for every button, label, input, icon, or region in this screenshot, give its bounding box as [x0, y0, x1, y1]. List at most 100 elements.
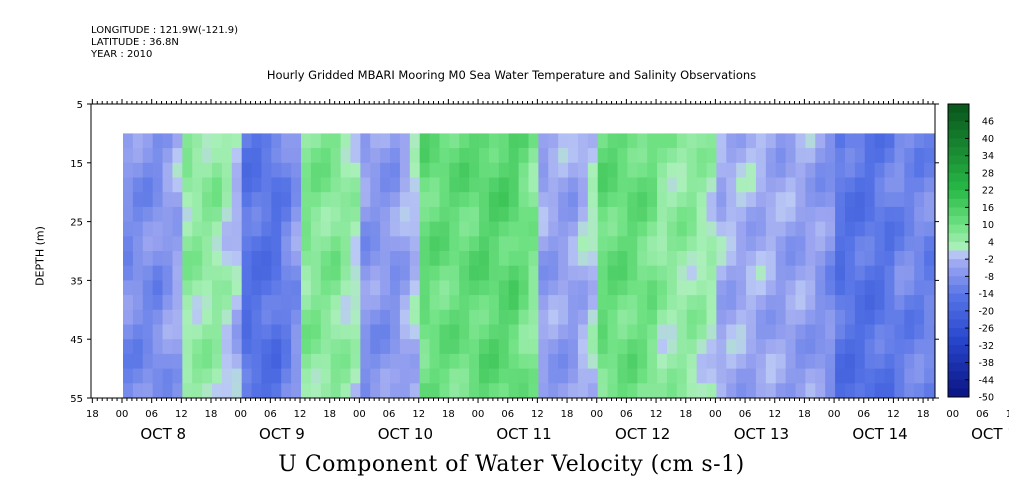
heatmap-cell — [775, 353, 787, 370]
heatmap-cell — [439, 236, 450, 252]
heatmap-cell — [597, 221, 609, 237]
heatmap-cell — [261, 324, 272, 340]
heatmap-cell — [637, 309, 648, 325]
heatmap-cell — [231, 368, 243, 384]
heatmap-cell — [647, 221, 658, 237]
heatmap-cell — [568, 368, 579, 384]
heatmap-cell — [765, 265, 777, 281]
heatmap-cell — [924, 177, 935, 193]
heatmap-cell — [350, 280, 361, 296]
heatmap-cell — [350, 324, 361, 340]
heatmap-cell — [132, 133, 144, 149]
heatmap-cell — [301, 324, 312, 340]
heatmap-cell — [676, 206, 688, 223]
heatmap-cell — [241, 236, 253, 252]
heatmap-cell — [726, 236, 737, 252]
heatmap-cell — [271, 309, 282, 325]
heatmap-cell — [291, 221, 302, 237]
heatmap-cell — [429, 324, 441, 340]
heatmap-cell — [874, 383, 886, 399]
heatmap-cell — [123, 324, 134, 340]
heatmap-cell — [172, 309, 183, 325]
heatmap-cell — [597, 324, 609, 340]
heatmap-cell — [795, 295, 807, 311]
heatmap-cell — [815, 162, 826, 178]
x-hour-label: 00 — [946, 409, 959, 420]
heatmap-cell — [508, 309, 520, 325]
latitude-label: LATITUDE : 36.8N — [91, 37, 179, 48]
heatmap-cell — [320, 368, 332, 384]
heatmap-cell — [439, 133, 450, 149]
x-hour-label: 12 — [294, 409, 307, 420]
heatmap-cell — [231, 265, 243, 281]
heatmap-cell — [874, 353, 886, 370]
x-hour-label: 06 — [976, 409, 989, 420]
heatmap-cell — [884, 177, 896, 193]
heatmap-cell — [231, 353, 243, 370]
heatmap-cell — [182, 368, 193, 384]
heatmap-cell — [726, 339, 737, 355]
heatmap-cell — [647, 192, 658, 208]
heatmap-cell — [498, 309, 510, 325]
heatmap-cell — [390, 309, 401, 325]
heatmap-cell — [914, 309, 925, 325]
heatmap-cell — [310, 221, 322, 237]
heatmap-cell — [775, 383, 787, 399]
heatmap-cell — [736, 133, 747, 149]
heatmap-cell — [785, 192, 797, 208]
heatmap-cell — [825, 192, 836, 208]
heatmap-cell — [449, 133, 460, 149]
heatmap-cell — [281, 221, 292, 237]
heatmap-cell — [716, 251, 727, 267]
heatmap-cell — [716, 177, 727, 193]
heatmap-cell — [459, 251, 470, 267]
heatmap-cell — [370, 221, 381, 237]
heatmap-cell — [419, 265, 431, 281]
heatmap-cell — [212, 324, 223, 340]
heatmap-cell — [647, 177, 658, 193]
heatmap-cell — [508, 295, 520, 311]
heatmap-cell — [835, 383, 846, 399]
colorbar-label: 10 — [982, 220, 994, 231]
colorbar-swatch — [948, 172, 969, 183]
heatmap-cell — [281, 324, 292, 340]
heatmap-cell — [370, 280, 381, 296]
heatmap-cell — [736, 309, 747, 325]
heatmap-cell — [666, 383, 678, 399]
heatmap-cell — [746, 148, 757, 164]
heatmap-cell — [518, 309, 530, 325]
heatmap-cell — [192, 206, 203, 223]
heatmap-cell — [904, 133, 915, 149]
heatmap-cell — [340, 309, 352, 325]
heatmap-cell — [162, 295, 174, 311]
heatmap-cell — [558, 368, 569, 384]
heatmap-cell — [320, 324, 332, 340]
heatmap-cell — [716, 280, 727, 296]
heatmap-cell — [914, 383, 925, 399]
heatmap-cell — [320, 295, 332, 311]
heatmap-cell — [320, 177, 332, 193]
heatmap-cell — [597, 133, 609, 149]
heatmap-cell — [251, 339, 263, 355]
heatmap-cell — [132, 280, 144, 296]
heatmap-cell — [657, 162, 668, 178]
heatmap-cell — [676, 236, 688, 252]
heatmap-cell — [162, 280, 174, 296]
heatmap-cell — [281, 251, 292, 267]
heatmap-cell — [271, 206, 282, 223]
heatmap-cell — [330, 265, 342, 281]
heatmap-cell — [192, 368, 203, 384]
heatmap-cell — [844, 251, 856, 267]
heatmap-cell — [360, 280, 371, 296]
heatmap-cell — [231, 251, 243, 267]
heatmap-cell — [360, 295, 371, 311]
heatmap-cell — [528, 368, 539, 384]
heatmap-cell — [676, 324, 688, 340]
heatmap-cell — [251, 221, 263, 237]
heatmap-cell — [854, 368, 866, 384]
heatmap-cell — [212, 192, 223, 208]
heatmap-cell — [548, 177, 559, 193]
heatmap-cell — [340, 177, 352, 193]
x-hour-label: 18 — [323, 409, 336, 420]
heatmap-cell — [538, 280, 549, 296]
